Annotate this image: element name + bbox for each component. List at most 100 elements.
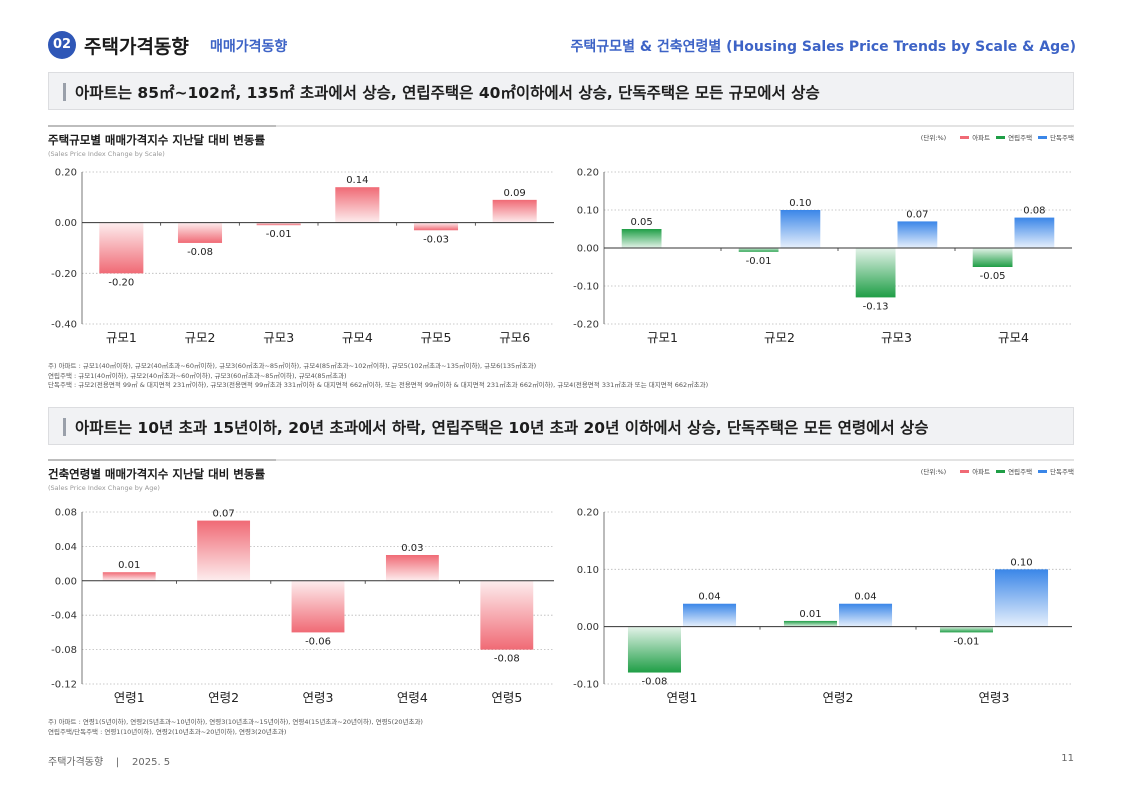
x-category-label: 규모3	[263, 330, 294, 345]
bar-연립주택-연령3	[939, 626, 993, 633]
legend-label: 단독주택	[1050, 134, 1074, 142]
legend-label: 아파트	[972, 468, 991, 476]
y-tick-label: 0.00	[55, 218, 77, 229]
chart-title: 건축연령별 매매가격지수 지난달 대비 변동률	[48, 467, 266, 481]
page-number: 11	[1061, 753, 1074, 764]
bar-연립주택-규모3	[855, 248, 896, 298]
footer-publication: 주택가격동향 | 2025. 5	[48, 757, 171, 768]
data-label: -0.01	[746, 256, 772, 267]
y-tick-label: 0.20	[55, 168, 77, 179]
banner-accent-bar	[63, 418, 66, 436]
y-tick-label: -0.10	[573, 680, 599, 691]
data-label: 0.01	[118, 560, 140, 571]
bar-연립주택-규모2	[738, 248, 779, 252]
x-category-label: 연령2	[208, 690, 239, 705]
x-category-label: 규모1	[106, 330, 137, 345]
x-category-label: 연령1	[667, 690, 698, 705]
chart-title: 주택규모별 매매가격지수 지난달 대비 변동률	[48, 133, 266, 147]
data-label: 0.09	[504, 188, 526, 199]
data-label: -0.08	[187, 247, 213, 258]
data-label: -0.06	[305, 636, 331, 647]
y-tick-label: -0.20	[51, 269, 77, 280]
bar-아파트-연령1	[102, 572, 156, 581]
section-title: 주택가격동향	[84, 36, 189, 58]
legend-item: 단독주택	[1038, 466, 1074, 476]
y-tick-label: 0.00	[55, 576, 77, 587]
section-subtitle: 매매가격동향	[210, 39, 288, 55]
bar-단독주택-연령3	[995, 569, 1049, 627]
bar-아파트-규모2	[177, 222, 223, 243]
bar-아파트-규모3	[256, 222, 301, 226]
data-label: 0.04	[854, 592, 876, 603]
data-label: -0.03	[423, 234, 449, 245]
x-category-label: 연령3	[303, 690, 334, 705]
y-tick-label: -0.12	[51, 680, 77, 691]
x-category-label: 규모2	[185, 330, 216, 345]
data-label: 0.14	[346, 175, 368, 186]
data-label: -0.08	[642, 677, 668, 688]
bar-연립주택-규모1	[621, 229, 662, 248]
divider-line	[48, 125, 1074, 127]
chart-legend: (단위:%) 아파트 연립주택 단독주택	[921, 132, 1074, 142]
legend-unit: (단위:%)	[920, 134, 947, 142]
bar-아파트-규모4	[335, 187, 380, 223]
data-label: -0.20	[108, 277, 134, 288]
x-category-label: 연령4	[397, 690, 428, 705]
legend-label: 연립주택	[1008, 134, 1033, 142]
bar-아파트-연령5	[480, 580, 534, 650]
data-label: -0.01	[266, 229, 292, 240]
legend-swatch	[996, 469, 1006, 473]
note-line: 주) 아파트 : 규모1(40㎡이하), 규모2(40㎡초과~60㎡이하), 규…	[48, 362, 537, 370]
bar-단독주택-연령2	[839, 603, 893, 627]
chart-legend: (단위:%) 아파트 연립주택 단독주택	[921, 466, 1074, 476]
data-label: -0.05	[980, 271, 1006, 282]
bar-아파트-연령3	[291, 580, 345, 633]
note-line: 단독주택 : 규모2(전용면적 99㎡ & 대지면적 231㎡이하), 규모3(…	[48, 381, 709, 389]
y-tick-label: -0.20	[573, 320, 599, 331]
data-label: 0.07	[212, 509, 234, 520]
legend-unit: (단위:%)	[920, 468, 947, 476]
legend-swatch	[1038, 135, 1048, 139]
legend-label: 아파트	[972, 134, 991, 142]
data-label: 0.04	[698, 592, 720, 603]
y-tick-label: -0.04	[51, 611, 77, 622]
legend-label: 단독주택	[1050, 468, 1074, 476]
data-label: 0.03	[401, 543, 423, 554]
y-tick-label: 0.00	[577, 244, 599, 255]
data-label: -0.08	[494, 654, 520, 665]
chart-subtitle: (Sales Price Index Change by Scale)	[48, 150, 165, 158]
bar-아파트-규모1	[99, 222, 144, 274]
data-label: -0.13	[863, 301, 889, 312]
data-label: 0.10	[789, 198, 811, 209]
x-category-label: 규모3	[881, 330, 912, 345]
y-tick-label: 0.10	[577, 565, 599, 576]
section-right-title: 주택규모별 & 건축연령별 (Housing Sales Price Trend…	[570, 39, 1076, 55]
x-category-label: 연령5	[491, 690, 522, 705]
bar-연립주택-연령1	[627, 626, 681, 673]
legend-swatch	[996, 135, 1006, 139]
y-tick-label: 0.20	[577, 508, 599, 519]
x-category-label: 규모2	[764, 330, 795, 345]
bar-연립주택-규모4	[972, 248, 1013, 267]
banner-accent-bar	[63, 83, 66, 101]
bar-연립주택-연령2	[783, 620, 837, 627]
x-category-label: 규모5	[421, 330, 452, 345]
age-rowhouse-detached-bar-chart: 0.20 0.10 0.00 -0.10 -0.08 0.01 -0.01 0.04 0.04 0…	[573, 508, 1072, 705]
bar-아파트-규모6	[492, 199, 537, 223]
headline-text: 아파트는 10년 초과 15년이하, 20년 초과에서 하락, 연립주택은 10…	[75, 419, 929, 437]
data-label: 0.05	[630, 217, 652, 228]
bar-단독주택-규모2	[780, 210, 821, 248]
scale-apartment-bar-chart: 0.20 0.00 -0.20 -0.40 -0.20 -0.08 -0.01 0.14 -0.…	[51, 168, 554, 345]
y-tick-label: 0.10	[577, 206, 599, 217]
legend-item: 아파트	[960, 466, 990, 476]
y-tick-label: -0.10	[573, 282, 599, 293]
x-category-label: 규모4	[998, 330, 1029, 345]
legend-item: 아파트	[960, 132, 990, 142]
headline-banner-scale: 아파트는 85㎡~102㎡, 135㎡ 초과에서 상승, 연립주택은 40㎡이하…	[48, 72, 1074, 110]
x-category-label: 규모6	[499, 330, 530, 345]
headline-text: 아파트는 85㎡~102㎡, 135㎡ 초과에서 상승, 연립주택은 40㎡이하…	[75, 84, 820, 102]
section-number-badge: 02	[48, 31, 76, 59]
legend-swatch	[960, 135, 970, 139]
legend-swatch	[960, 469, 970, 473]
x-category-label: 연령3	[979, 690, 1010, 705]
